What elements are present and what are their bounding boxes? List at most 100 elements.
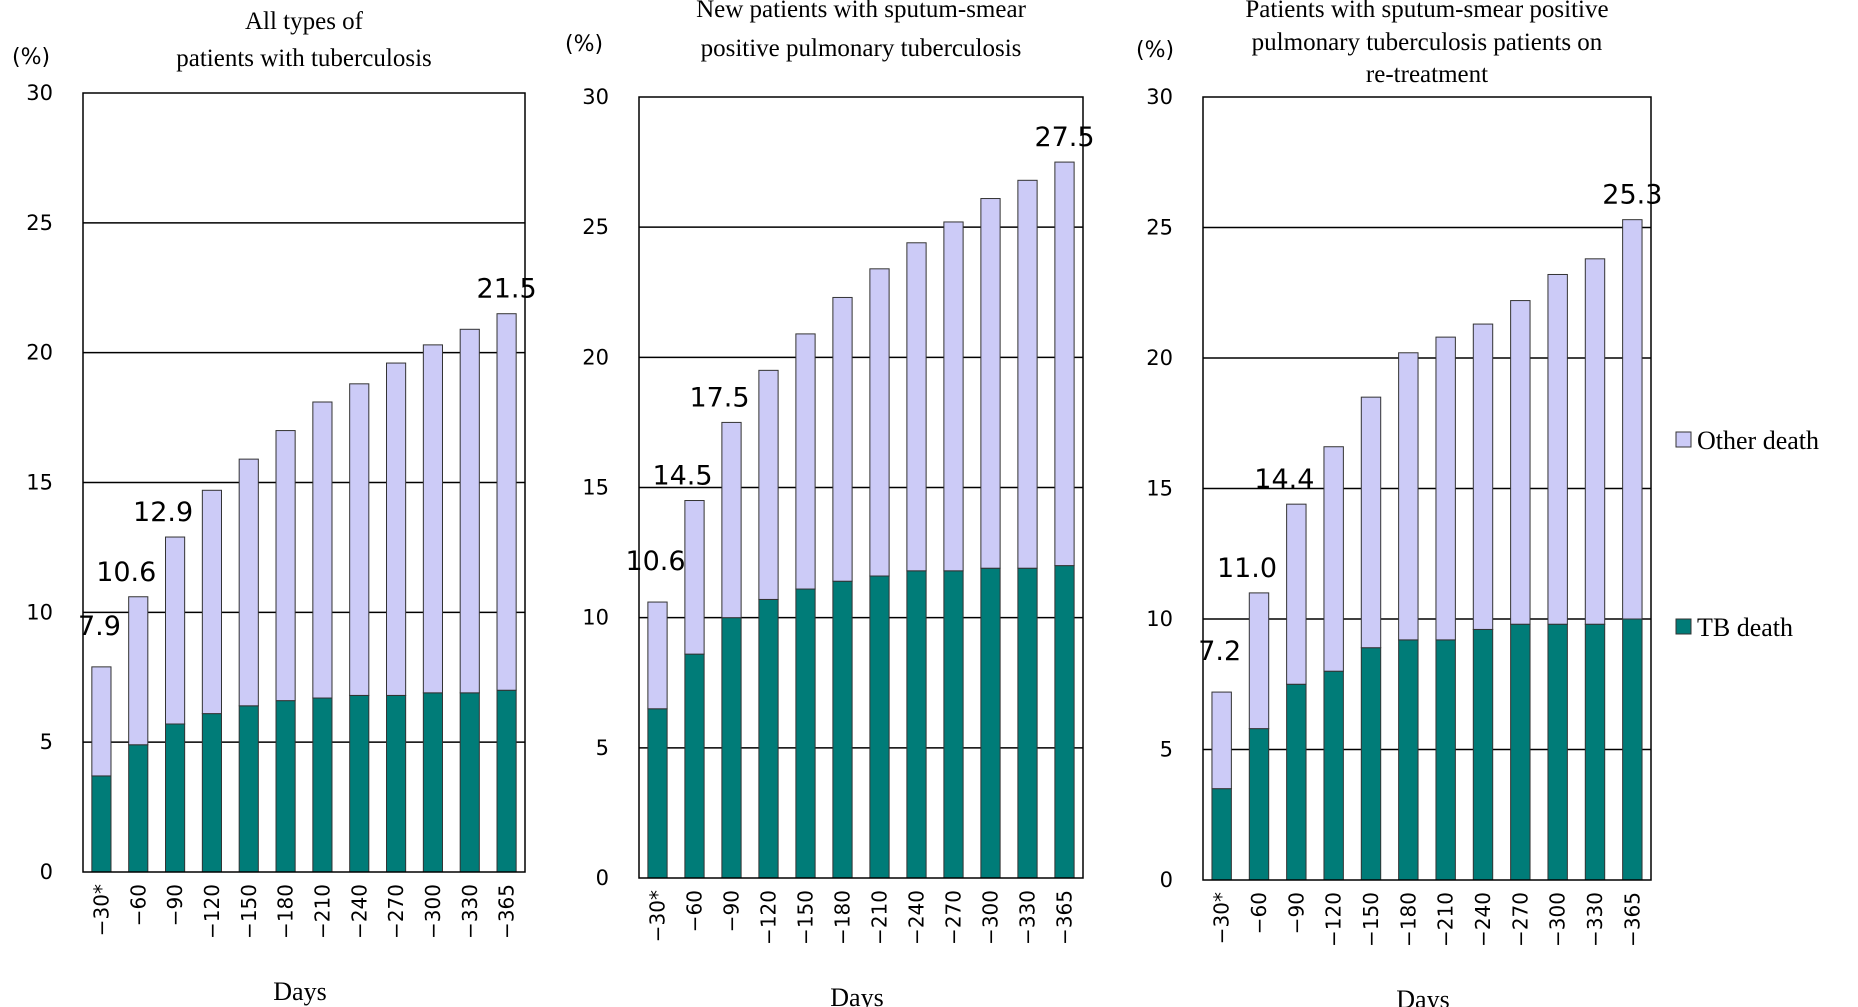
x-tick-label: −210 [868, 890, 892, 945]
bar-tb-death [832, 580, 853, 879]
plot-frame [82, 92, 526, 873]
x-tick-label: −365 [495, 884, 519, 939]
chart-1: All types of patients with tuberculosis (%… [12, 8, 537, 1006]
x-tick-label: −120 [200, 884, 224, 939]
x-tick-label: −90 [720, 890, 744, 932]
x-tick-label: −90 [1284, 892, 1308, 934]
x-tick-label: −300 [1546, 892, 1570, 947]
chart-title-line: pulmonary tuberculosis patients on [1252, 29, 1603, 56]
x-tick-label: −90 [163, 884, 187, 926]
x-tick-label: −150 [237, 884, 261, 939]
bar-tb-death [869, 575, 890, 879]
plot-frame [1202, 96, 1652, 881]
bar-tb-death [312, 697, 333, 873]
x-tick-label: −270 [384, 884, 408, 939]
y-tick-label: 5 [40, 730, 53, 754]
x-tick-label: −180 [831, 890, 855, 945]
x-tick-label: −300 [421, 884, 445, 939]
x-tick-label: −240 [905, 890, 929, 945]
bar-tb-death [1360, 647, 1382, 881]
bar-tb-death [238, 705, 259, 873]
legend-label-other-death: Other death [1697, 426, 1819, 455]
chart-title-line: New patients with sputum-smear [696, 0, 1026, 23]
y-tick-label: 30 [1146, 85, 1173, 109]
bar-other-death [869, 268, 890, 577]
x-tick-label: −150 [794, 890, 818, 945]
x-tick-label: −270 [942, 890, 966, 945]
chart-title-line: re-treatment [1366, 61, 1488, 88]
bar-other-death [312, 401, 333, 699]
y-tick-label: 5 [1160, 738, 1173, 762]
bar-tb-death [1622, 618, 1643, 881]
y-tick-label: 0 [40, 860, 53, 884]
chart-title-line: patients with tuberculosis [176, 45, 432, 72]
bar-tb-death [1398, 639, 1419, 881]
bar-other-death [165, 536, 186, 725]
x-tick-label: −210 [1434, 892, 1458, 947]
bar-tb-death [647, 708, 668, 879]
bar-tb-death [459, 692, 480, 873]
chart-title-line: Patients with sputum-smear positive [1245, 0, 1608, 23]
bar-tb-death [1510, 623, 1531, 881]
bar-other-death [386, 362, 407, 696]
bar-other-death [128, 596, 149, 746]
bar-tb-death [496, 689, 517, 873]
data-label: 12.9 [133, 497, 193, 528]
bar-other-death [1622, 219, 1643, 620]
data-label: 10.6 [625, 546, 685, 577]
x-tick-label: −240 [1471, 892, 1495, 947]
x-tick-label: −30* [89, 884, 113, 936]
x-tick-label: −240 [347, 884, 371, 939]
bar-other-death [459, 328, 480, 694]
x-tick-label: −330 [458, 884, 482, 939]
y-tick-label: 20 [26, 341, 53, 365]
bar-other-death [647, 601, 668, 710]
bar-tb-death [795, 588, 816, 879]
bar-other-death [721, 421, 742, 619]
bar-tb-death [943, 570, 964, 879]
x-tick-label: −210 [310, 884, 334, 939]
y-tick-label: 30 [582, 85, 609, 109]
x-tick-label: −365 [1620, 892, 1644, 947]
y-tick-label: 25 [582, 215, 609, 239]
legend: Other death TB death [1675, 426, 1819, 642]
bar-tb-death [1472, 628, 1494, 881]
x-tick-label: −180 [274, 884, 298, 939]
bar-tb-death [275, 700, 296, 873]
x-tick-label: −365 [1053, 890, 1077, 945]
bar-tb-death [349, 694, 370, 873]
bar-tb-death [386, 694, 407, 873]
x-tick-label: −120 [1322, 892, 1346, 947]
y-tick-label: 15 [26, 471, 53, 495]
legend-swatch-tb-death [1675, 618, 1692, 635]
bar-other-death [275, 430, 296, 702]
x-tick-label: −30* [1210, 892, 1234, 944]
x-axis-label: Days [273, 977, 326, 1006]
bar-other-death [1398, 352, 1419, 641]
bar-other-death [201, 489, 222, 715]
x-tick-label: −270 [1508, 892, 1532, 947]
bar-tb-death [128, 744, 149, 873]
bar-other-death [1472, 323, 1494, 630]
x-tick-label: −330 [1016, 890, 1040, 945]
bar-other-death [349, 383, 370, 696]
data-label: 25.3 [1602, 180, 1662, 211]
bar-other-death [1584, 258, 1606, 625]
y-tick-label: 25 [26, 211, 53, 235]
data-label: 17.5 [689, 382, 749, 413]
bar-other-death [1435, 336, 1456, 641]
y-unit-label: (%) [12, 45, 50, 70]
bar-other-death [795, 333, 816, 590]
bar-other-death [758, 369, 779, 600]
bar-tb-death [1286, 683, 1307, 881]
data-label: 10.6 [96, 557, 156, 588]
x-tick-label: −150 [1359, 892, 1383, 947]
data-label: 7.2 [1198, 636, 1241, 667]
bar-other-death [1248, 592, 1270, 730]
data-label: 21.5 [477, 274, 537, 305]
x-tick-label: −300 [979, 890, 1003, 945]
bar-tb-death [1054, 565, 1075, 879]
bar-other-death [1547, 273, 1568, 625]
y-tick-label: 5 [596, 736, 609, 760]
